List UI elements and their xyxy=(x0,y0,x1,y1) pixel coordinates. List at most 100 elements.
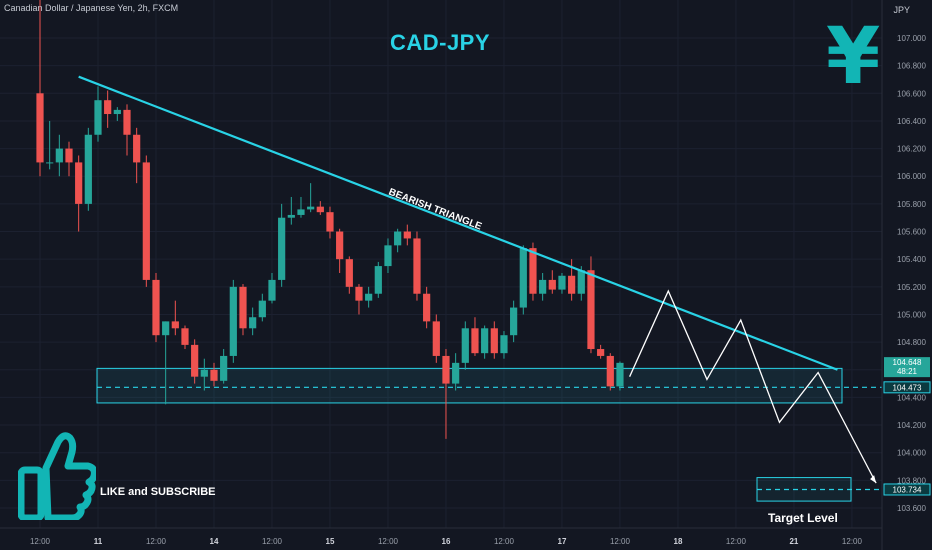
target-level-badge-text: 103.734 xyxy=(893,485,922,494)
candle-body xyxy=(113,109,121,115)
y-tick-label: 106.200 xyxy=(897,145,926,154)
candle-body xyxy=(461,328,469,363)
y-tick-label: 104.800 xyxy=(897,338,926,347)
candle-body xyxy=(287,214,295,218)
candle-up xyxy=(162,321,170,405)
candle-up xyxy=(200,358,208,391)
candle-body xyxy=(123,109,131,135)
candle-down xyxy=(104,90,112,128)
candle-up xyxy=(539,273,547,301)
candle-up xyxy=(307,183,315,213)
x-tick-label: 18 xyxy=(674,537,683,546)
candle-body xyxy=(374,266,382,294)
candle-body xyxy=(442,355,450,384)
bearish-trendline xyxy=(78,75,838,371)
candle-body xyxy=(75,162,83,204)
candle-body xyxy=(326,212,334,232)
candle-body xyxy=(432,321,440,356)
x-tick-label: 12:00 xyxy=(378,537,399,546)
target-level-label: Target Level xyxy=(768,511,838,525)
candle-up xyxy=(461,321,469,370)
candle-body xyxy=(597,349,605,356)
candle-body xyxy=(133,134,141,163)
last-price-badge-bg xyxy=(884,357,930,378)
candle-down xyxy=(413,231,421,301)
candle-up xyxy=(481,325,489,359)
candle-up xyxy=(500,331,508,359)
candle-body xyxy=(403,231,411,239)
candle-down xyxy=(471,317,479,356)
candle-body xyxy=(423,293,431,322)
candle-body xyxy=(606,355,614,387)
candle-body xyxy=(142,162,150,280)
zones-layer xyxy=(96,367,882,502)
x-tick-label: 11 xyxy=(94,537,103,546)
candle-body xyxy=(471,328,479,354)
projection-arrowhead xyxy=(870,475,877,484)
x-tick-label: 15 xyxy=(326,537,335,546)
x-tick-label: 12:00 xyxy=(30,537,51,546)
candle-down xyxy=(191,339,199,384)
candle-up xyxy=(258,293,266,322)
candle-body xyxy=(452,362,460,384)
target-level-badge: 103.734 xyxy=(884,483,930,495)
candle-body xyxy=(239,286,247,329)
candle-body xyxy=(519,248,527,308)
support-level-badge: 104.473 xyxy=(884,381,930,393)
candle-body xyxy=(548,279,556,290)
candle-body xyxy=(336,231,344,260)
candle-down xyxy=(490,321,498,359)
candle-body xyxy=(278,217,286,280)
candle-body xyxy=(152,279,160,336)
candle-up xyxy=(297,196,305,218)
candle-body xyxy=(413,238,421,294)
candle-body xyxy=(258,300,266,318)
y-tick-label: 106.000 xyxy=(897,172,926,181)
candle-body xyxy=(587,270,595,350)
y-tick-label: 104.000 xyxy=(897,449,926,458)
x-tick-label: 12:00 xyxy=(262,537,283,546)
y-tick-label: 105.200 xyxy=(897,283,926,292)
y-tick-label: 106.800 xyxy=(897,62,926,71)
candle-down xyxy=(606,353,614,391)
candle-down xyxy=(133,127,141,184)
candle-body xyxy=(384,245,392,267)
candle-body xyxy=(510,307,518,336)
candle-body xyxy=(55,148,63,163)
candle-down xyxy=(548,270,556,294)
candle-body xyxy=(181,328,189,345)
candle-body xyxy=(394,231,402,246)
candle-body xyxy=(268,279,276,301)
candle-body xyxy=(529,248,537,294)
level-badge-outline xyxy=(883,483,931,496)
candle-body xyxy=(104,100,112,115)
currency-unit: JPY xyxy=(893,5,910,15)
pattern-label: BEARISH TRIANGLE xyxy=(387,187,484,233)
candle-body xyxy=(481,328,489,354)
candle-up xyxy=(94,86,102,142)
candle-down xyxy=(36,0,44,177)
drawings-layer: BEARISH TRIANGLE xyxy=(78,75,877,484)
candle-body xyxy=(171,321,179,329)
candle-up xyxy=(558,273,566,294)
candle-up xyxy=(220,349,228,384)
candle-up xyxy=(46,120,54,170)
x-tick-label: 12:00 xyxy=(610,537,631,546)
yen-sign-icon: ¥ xyxy=(826,12,881,102)
candle-down xyxy=(65,141,73,177)
candle-body xyxy=(345,259,353,287)
candle-body xyxy=(539,279,547,294)
y-tick-label: 105.600 xyxy=(897,228,926,237)
candle-down xyxy=(587,256,595,354)
candle-down xyxy=(123,104,131,156)
candle-body xyxy=(46,162,54,164)
candle-up xyxy=(249,307,257,336)
candle-down xyxy=(403,224,411,246)
y-tick-label: 105.000 xyxy=(897,310,926,319)
candle-body xyxy=(500,335,508,354)
candle-body xyxy=(249,317,257,329)
